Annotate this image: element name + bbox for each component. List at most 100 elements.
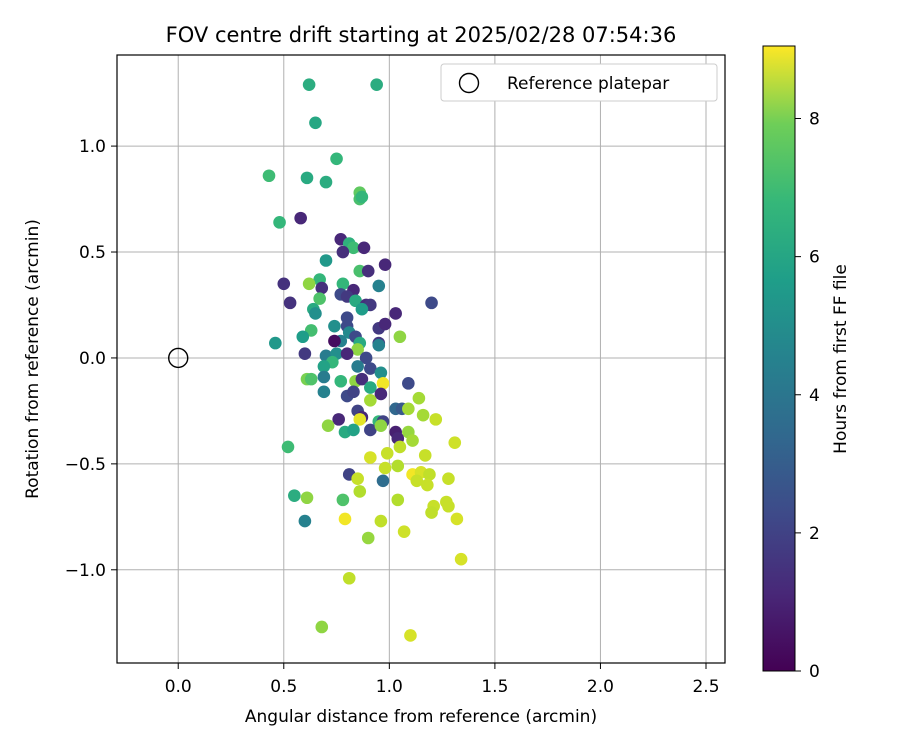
scatter-point	[273, 216, 286, 229]
scatter-point	[294, 211, 307, 225]
scatter-point	[355, 372, 369, 386]
scatter-point	[410, 474, 424, 488]
scatter-point	[361, 264, 375, 278]
scatter-point	[372, 338, 386, 352]
scatter-point	[421, 478, 434, 492]
legend-entry-reference-platepar: Reference platepar	[507, 74, 669, 94]
scatter-point	[454, 552, 468, 566]
scatter-point	[300, 491, 314, 505]
scatter-point	[347, 423, 360, 437]
y-tick-label: −0.5	[65, 455, 106, 475]
scatter-point	[412, 391, 426, 405]
colorbar-tick-label: 6	[809, 248, 820, 268]
colorbar-label: Hours from first FF file	[831, 264, 851, 454]
scatter-point	[309, 307, 322, 320]
legend-marker-circle	[458, 72, 480, 94]
scatter-point	[347, 241, 360, 255]
scatter-point	[448, 436, 462, 449]
scatter-point	[330, 152, 343, 166]
x-tick-label: 0.0	[165, 677, 192, 697]
scatter-point	[315, 281, 329, 295]
scatter-point	[336, 245, 350, 259]
scatter-point	[317, 370, 331, 384]
colorbar-tick-label: 0	[809, 662, 820, 682]
scatter-point	[374, 387, 388, 401]
scatter-point	[418, 449, 432, 462]
scatter-point	[442, 499, 455, 513]
scatter-point	[378, 258, 392, 272]
scatter-point	[262, 169, 276, 183]
scatter-points	[168, 78, 468, 642]
y-tick-label: 0.5	[79, 243, 106, 263]
scatter-point	[288, 489, 301, 502]
scatter-point	[359, 351, 373, 365]
y-tick-label: 0.0	[79, 349, 106, 369]
x-tick-label: 2.5	[692, 677, 719, 697]
x-tick-label: 1.5	[481, 677, 508, 697]
scatter-point	[298, 347, 312, 361]
scatter-point	[378, 317, 392, 331]
scatter-point	[404, 629, 417, 642]
y-axis-ticks: −1.0 −0.5 0.0 0.5 1.0	[65, 137, 117, 581]
scatter-point	[300, 171, 314, 185]
colorbar-tick-label: 8	[809, 110, 820, 130]
scatter-point	[351, 360, 364, 373]
scatter-point	[425, 296, 438, 310]
scatter-point	[328, 334, 341, 348]
scatter-point	[351, 472, 364, 485]
y-axis-label: Rotation from reference (arcmin)	[23, 219, 43, 499]
scatter-point	[355, 302, 369, 316]
scatter-point	[402, 377, 415, 390]
scatter-point	[347, 385, 360, 399]
scatter-point	[328, 319, 341, 333]
scatter-point	[296, 330, 310, 344]
legend: Reference platepar	[440, 63, 718, 102]
scatter-point	[277, 277, 291, 291]
scatter-point	[334, 374, 348, 388]
scatter-point	[336, 493, 350, 507]
x-tick-label: 0.5	[270, 677, 297, 697]
scatter-point	[429, 413, 443, 426]
colorbar: 0 2 4 6 8 Hours from first FF file	[762, 45, 851, 682]
scatter-point	[450, 512, 464, 526]
scatter-point	[376, 377, 390, 390]
x-tick-label: 2.0	[587, 677, 614, 697]
reference-platepar-marker	[168, 347, 189, 369]
scatter-point	[315, 620, 329, 634]
scatter-point	[269, 336, 282, 350]
scatter-point	[321, 419, 335, 433]
scatter-point	[283, 296, 297, 310]
scatter-point	[357, 241, 371, 255]
scatter-point	[298, 514, 312, 528]
scatter-point	[302, 277, 316, 291]
scatter-point	[319, 175, 333, 189]
scatter-point	[364, 394, 377, 407]
scatter-point	[364, 451, 377, 464]
scatter-point	[380, 446, 394, 460]
x-axis-ticks: 0.0 0.5 1.0 1.5 2.0 2.5	[165, 663, 720, 697]
scatter-point	[340, 347, 354, 361]
x-axis-label: Angular distance from reference (arcmin)	[245, 707, 597, 727]
scatter-point	[364, 362, 377, 375]
y-tick-label: 1.0	[79, 137, 106, 157]
scatter-point	[353, 413, 367, 426]
scatter-point	[374, 419, 388, 433]
scatter-point	[372, 279, 386, 293]
scatter-point	[406, 434, 419, 447]
scatter-point	[355, 190, 369, 204]
scatter-point	[319, 254, 333, 267]
scatter-point	[370, 78, 383, 91]
scatter-point	[313, 292, 326, 305]
scatter-point	[442, 472, 455, 485]
y-tick-label: −1.0	[65, 561, 106, 581]
scatter-point	[336, 277, 350, 291]
scatter-point	[317, 360, 331, 373]
scatter-point	[309, 116, 322, 130]
scatter-point	[374, 514, 388, 528]
plot-frame	[116, 54, 726, 664]
scatter-point	[393, 440, 407, 454]
scatter-point	[374, 366, 388, 380]
scatter-point	[391, 459, 405, 473]
scatter-point	[338, 512, 352, 526]
